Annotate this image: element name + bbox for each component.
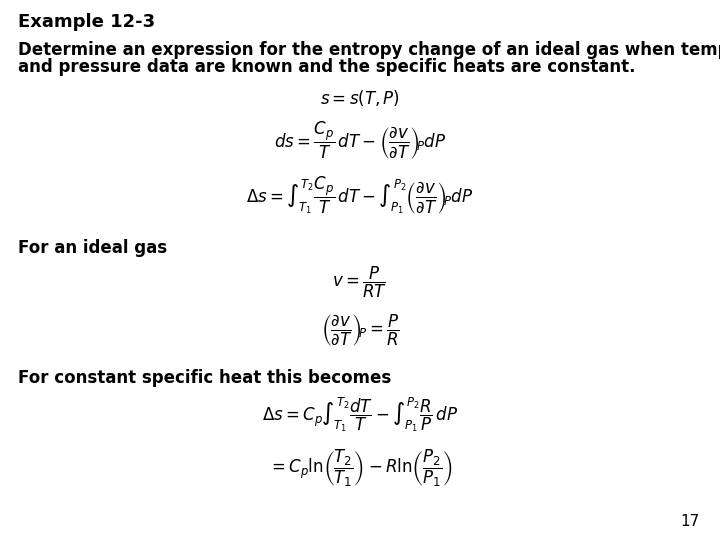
Text: $\Delta s = C_p \int_{T_1}^{T_2} \dfrac{dT}{T} - \int_{P_1}^{P_2} \dfrac{R}{P}\,: $\Delta s = C_p \int_{T_1}^{T_2} \dfrac{… [262,396,458,434]
Text: $\Delta s = \int_{T_1}^{T_2} \dfrac{C_p}{T}\,dT - \int_{P_1}^{P_2}\left(\dfrac{\: $\Delta s = \int_{T_1}^{T_2} \dfrac{C_p}… [246,174,474,216]
Text: $s = s(T, P)$: $s = s(T, P)$ [320,88,400,108]
Text: Determine an expression for the entropy change of an ideal gas when temperature: Determine an expression for the entropy … [18,41,720,59]
Text: Example 12-3: Example 12-3 [18,13,155,31]
Text: 17: 17 [680,515,700,530]
Text: For an ideal gas: For an ideal gas [18,239,167,257]
Text: $= C_p \ln\!\left(\dfrac{T_2}{T_1}\right) - R\ln\!\left(\dfrac{P_2}{P_1}\right)$: $= C_p \ln\!\left(\dfrac{T_2}{T_1}\right… [268,448,452,489]
Text: $v = \dfrac{P}{RT}$: $v = \dfrac{P}{RT}$ [333,265,387,300]
Text: $\left(\dfrac{\partial v}{\partial T}\right)_{\!\!P} = \dfrac{P}{R}$: $\left(\dfrac{\partial v}{\partial T}\ri… [320,312,400,348]
Text: $ds = \dfrac{C_p}{T}\,dT - \left(\dfrac{\partial v}{\partial T}\right)_{\!\!P} d: $ds = \dfrac{C_p}{T}\,dT - \left(\dfrac{… [274,119,446,161]
Text: and pressure data are known and the specific heats are constant.: and pressure data are known and the spec… [18,58,636,76]
Text: For constant specific heat this becomes: For constant specific heat this becomes [18,369,391,387]
